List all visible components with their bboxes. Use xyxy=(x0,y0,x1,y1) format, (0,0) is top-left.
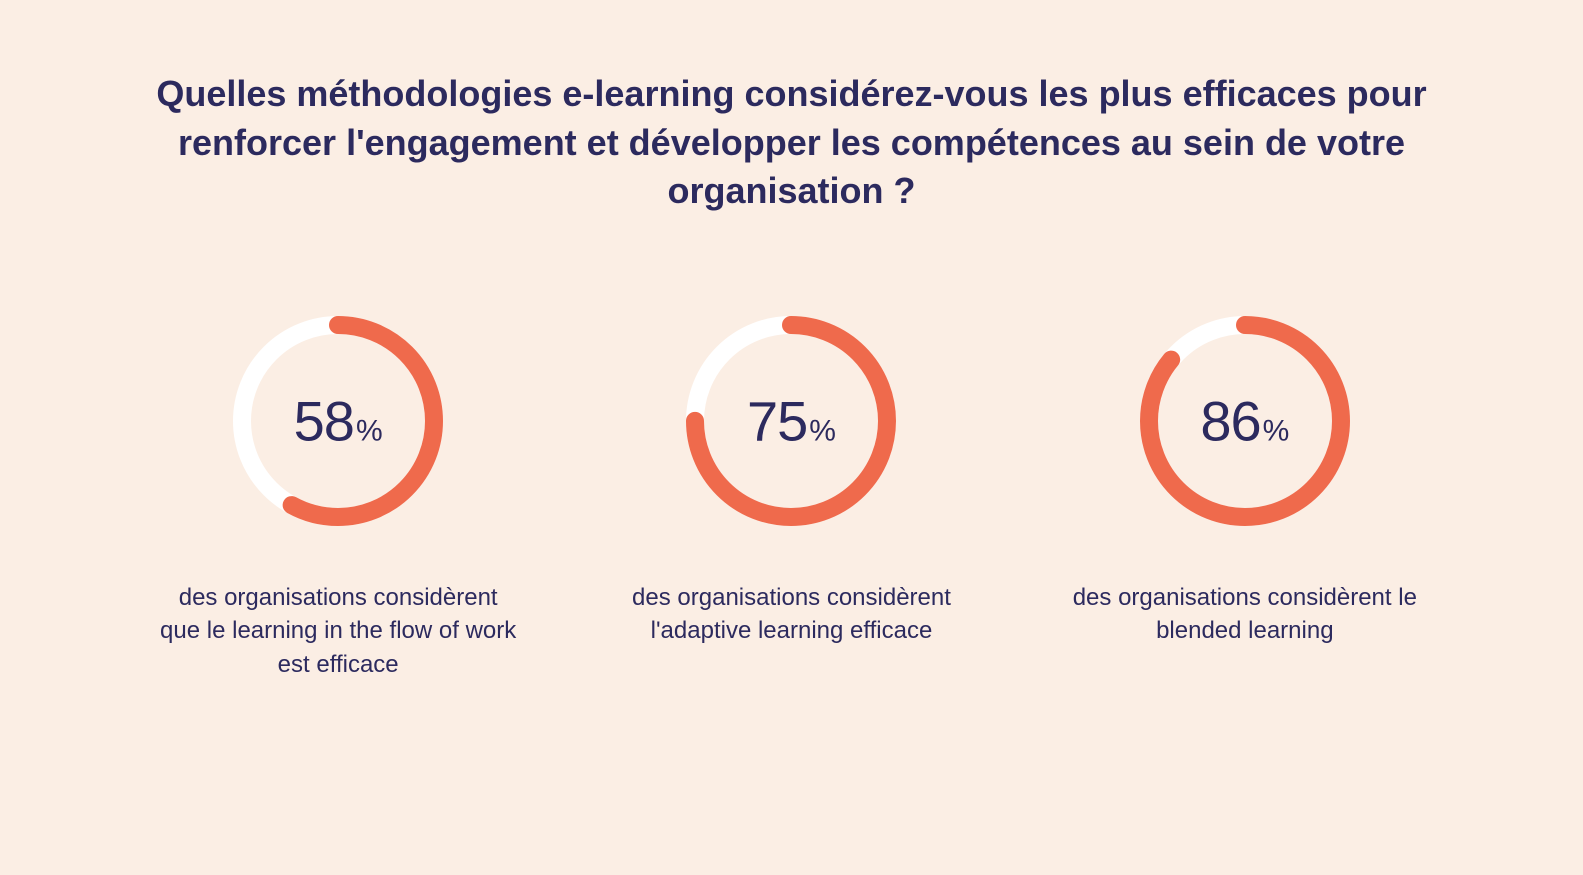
donut-chart: 75 % xyxy=(686,316,896,526)
percent-symbol: % xyxy=(809,414,836,448)
donut-chart: 86 % xyxy=(1140,316,1350,526)
page-title: Quelles méthodologies e-learning considé… xyxy=(152,70,1432,216)
donut-value: 58 xyxy=(294,388,354,453)
metrics-row: 58 % des organisations considèrent que l… xyxy=(142,316,1442,682)
metric-caption: des organisations considèrent que le lea… xyxy=(158,581,518,682)
infographic-container: Quelles méthodologies e-learning considé… xyxy=(0,0,1583,875)
metric-item: 75 % des organisations considèrent l'ada… xyxy=(595,316,988,682)
donut-label: 58 % xyxy=(294,388,383,453)
donut-label: 86 % xyxy=(1200,388,1289,453)
donut-value: 75 xyxy=(747,388,807,453)
metric-item: 58 % des organisations considèrent que l… xyxy=(142,316,535,682)
donut-value: 86 xyxy=(1200,388,1260,453)
donut-chart: 58 % xyxy=(233,316,443,526)
metric-caption: des organisations considèrent l'adaptive… xyxy=(611,581,971,648)
metric-caption: des organisations considèrent le blended… xyxy=(1065,581,1425,648)
metric-item: 86 % des organisations considèrent le bl… xyxy=(1048,316,1441,682)
percent-symbol: % xyxy=(356,414,383,448)
percent-symbol: % xyxy=(1263,414,1290,448)
donut-label: 75 % xyxy=(747,388,836,453)
